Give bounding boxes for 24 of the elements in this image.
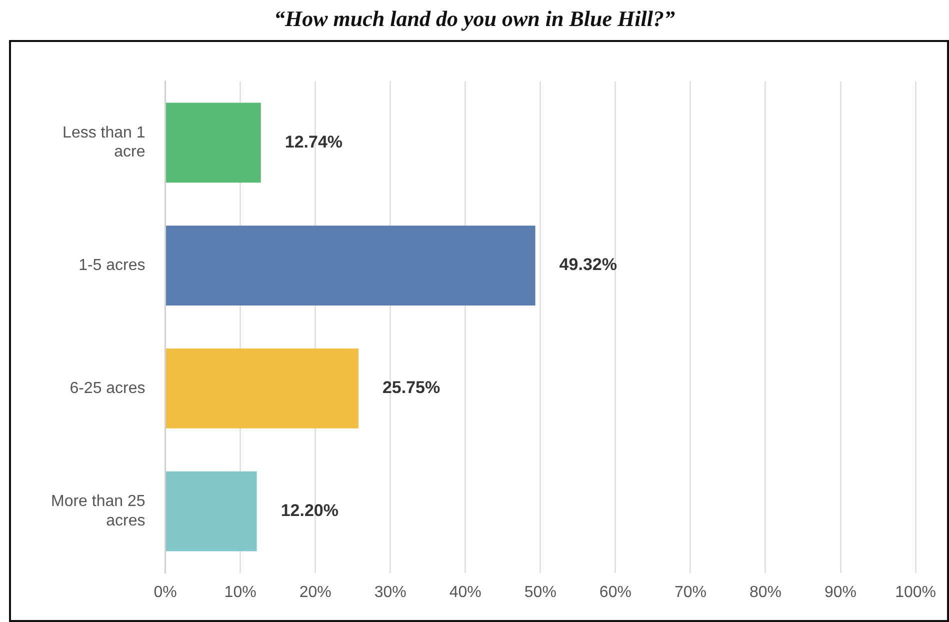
data-label: 25.75% <box>382 378 440 398</box>
x-tick-label: 50% <box>524 584 556 601</box>
x-tick-label: 20% <box>299 584 332 601</box>
bar <box>166 471 257 552</box>
bar <box>166 226 536 306</box>
data-label: 12.74% <box>284 132 343 152</box>
y-tick-label: More than 25 acres <box>51 493 146 530</box>
x-tick-label: 60% <box>599 584 632 601</box>
x-tick-label: 100% <box>895 584 936 601</box>
x-tick-label: 10% <box>224 584 256 601</box>
x-tick-label: 0% <box>154 584 177 601</box>
y-tick-label: 1-5 acres <box>78 256 146 274</box>
x-tick-label: 80% <box>749 584 782 601</box>
x-tick-label: 70% <box>674 584 706 601</box>
y-tick-label: Less than 1 acre <box>62 124 146 161</box>
x-tick-label: 30% <box>374 584 406 601</box>
x-tick-label: 40% <box>449 584 482 601</box>
data-label: 12.20% <box>280 501 338 520</box>
bar <box>166 348 358 428</box>
bar <box>166 102 261 183</box>
data-label: 49.32% <box>559 255 617 274</box>
chart-title: “How much land do you own in Blue Hill?” <box>273 6 676 32</box>
y-tick-label: 6-25 acres <box>70 380 146 397</box>
x-tick-label: 90% <box>824 584 857 601</box>
